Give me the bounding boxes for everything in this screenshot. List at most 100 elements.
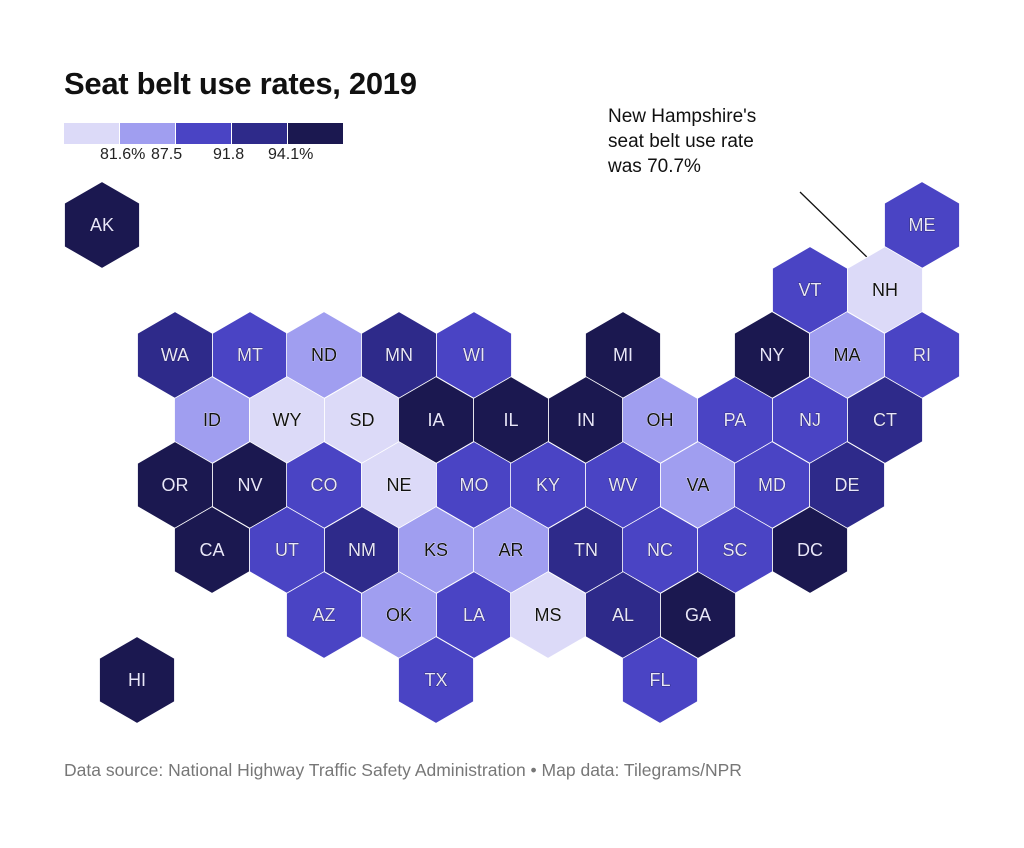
state-label: NM <box>348 540 376 560</box>
state-tile-wy[interactable]: WY <box>249 376 325 464</box>
state-label: MS <box>535 605 562 625</box>
state-label: MN <box>385 345 413 365</box>
state-tile-ut[interactable]: UT <box>249 506 325 594</box>
state-label: TX <box>424 670 447 690</box>
state-tile-ga[interactable]: GA <box>660 571 736 659</box>
state-label: FL <box>649 670 670 690</box>
state-tile-ak[interactable]: AK <box>64 181 140 269</box>
state-tile-in[interactable]: IN <box>548 376 624 464</box>
annotation-line: was 70.7% <box>608 156 701 177</box>
state-label: OH <box>647 410 674 430</box>
state-tile-or[interactable]: OR <box>137 441 213 529</box>
state-tile-ks[interactable]: KS <box>398 506 474 594</box>
state-tile-nd[interactable]: ND <box>286 311 362 399</box>
state-tile-ms[interactable]: MS <box>510 571 586 659</box>
state-label: DE <box>834 475 859 495</box>
state-label: NH <box>872 280 898 300</box>
state-label: HI <box>128 670 146 690</box>
state-tile-il[interactable]: IL <box>473 376 549 464</box>
state-label: SD <box>349 410 374 430</box>
state-tile-va[interactable]: VA <box>660 441 736 529</box>
state-label: KS <box>424 540 448 560</box>
state-label: NV <box>237 475 262 495</box>
state-tile-co[interactable]: CO <box>286 441 362 529</box>
state-label: MD <box>758 475 786 495</box>
state-label: DC <box>797 540 823 560</box>
state-tile-mo[interactable]: MO <box>436 441 512 529</box>
annotation-line: New Hampshire's <box>608 106 757 127</box>
state-hex[interactable] <box>64 181 140 269</box>
legend-label: 94.1% <box>268 146 314 163</box>
state-hex[interactable] <box>622 636 698 724</box>
state-tile-la[interactable]: LA <box>436 571 512 659</box>
state-label: UT <box>275 540 299 560</box>
state-hex[interactable] <box>772 506 848 594</box>
state-tile-dc[interactable]: DC <box>772 506 848 594</box>
state-label: MT <box>237 345 263 365</box>
state-label: PA <box>724 410 747 430</box>
state-tile-nc[interactable]: NC <box>622 506 698 594</box>
state-label: IL <box>503 410 518 430</box>
state-tile-ct[interactable]: CT <box>847 376 923 464</box>
state-tile-oh[interactable]: OH <box>622 376 698 464</box>
state-tile-ne[interactable]: NE <box>361 441 437 529</box>
state-label: WA <box>161 345 189 365</box>
state-label: WI <box>463 345 485 365</box>
legend-swatch <box>288 123 343 144</box>
state-tile-sd[interactable]: SD <box>324 376 400 464</box>
state-tile-tx[interactable]: TX <box>398 636 474 724</box>
state-tile-wi[interactable]: WI <box>436 311 512 399</box>
state-label: IA <box>427 410 444 430</box>
state-tile-ia[interactable]: IA <box>398 376 474 464</box>
state-tile-tn[interactable]: TN <box>548 506 624 594</box>
state-label: AR <box>498 540 523 560</box>
state-label: VT <box>798 280 821 300</box>
state-label: ID <box>203 410 221 430</box>
state-tile-al[interactable]: AL <box>585 571 661 659</box>
state-hex[interactable] <box>99 636 175 724</box>
state-tile-wv[interactable]: WV <box>585 441 661 529</box>
state-label: MO <box>460 475 489 495</box>
legend-label: 87.5 <box>151 146 183 163</box>
state-tile-fl[interactable]: FL <box>622 636 698 724</box>
legend-label: 91.8 <box>213 146 245 163</box>
state-label: CT <box>873 410 897 430</box>
state-tile-ma[interactable]: MA <box>809 311 885 399</box>
state-label: NJ <box>799 410 821 430</box>
state-tile-md[interactable]: MD <box>734 441 810 529</box>
state-label: MA <box>834 345 861 365</box>
state-hex[interactable] <box>398 636 474 724</box>
state-label: AK <box>90 215 114 235</box>
state-hex[interactable] <box>660 571 736 659</box>
state-label: OK <box>386 605 412 625</box>
state-tile-az[interactable]: AZ <box>286 571 362 659</box>
state-tile-vt[interactable]: VT <box>772 246 848 334</box>
state-label: VA <box>687 475 710 495</box>
state-label: CO <box>311 475 338 495</box>
state-tile-nv[interactable]: NV <box>212 441 288 529</box>
source-note: Data source: National Highway Traffic Sa… <box>64 760 742 780</box>
state-tile-sc[interactable]: SC <box>697 506 773 594</box>
state-tile-mt[interactable]: MT <box>212 311 288 399</box>
state-label: ME <box>909 215 936 235</box>
annotation: New Hampshire's seat belt use rate was 7… <box>608 104 828 179</box>
state-tile-ar[interactable]: AR <box>473 506 549 594</box>
legend-label: 81.6% <box>100 146 146 163</box>
state-tile-hi[interactable]: HI <box>99 636 175 724</box>
legend-swatch <box>64 123 119 144</box>
legend-swatch <box>120 123 175 144</box>
state-hex[interactable] <box>847 376 923 464</box>
state-label: LA <box>463 605 485 625</box>
state-label: NC <box>647 540 673 560</box>
state-label: KY <box>536 475 560 495</box>
annotation-leader-line <box>799 191 873 263</box>
state-label: NY <box>759 345 784 365</box>
state-label: NE <box>386 475 411 495</box>
state-label: IN <box>577 410 595 430</box>
state-tile-ny[interactable]: NY <box>734 311 810 399</box>
state-label: AZ <box>312 605 335 625</box>
state-label: WY <box>273 410 302 430</box>
legend-swatch <box>232 123 287 144</box>
